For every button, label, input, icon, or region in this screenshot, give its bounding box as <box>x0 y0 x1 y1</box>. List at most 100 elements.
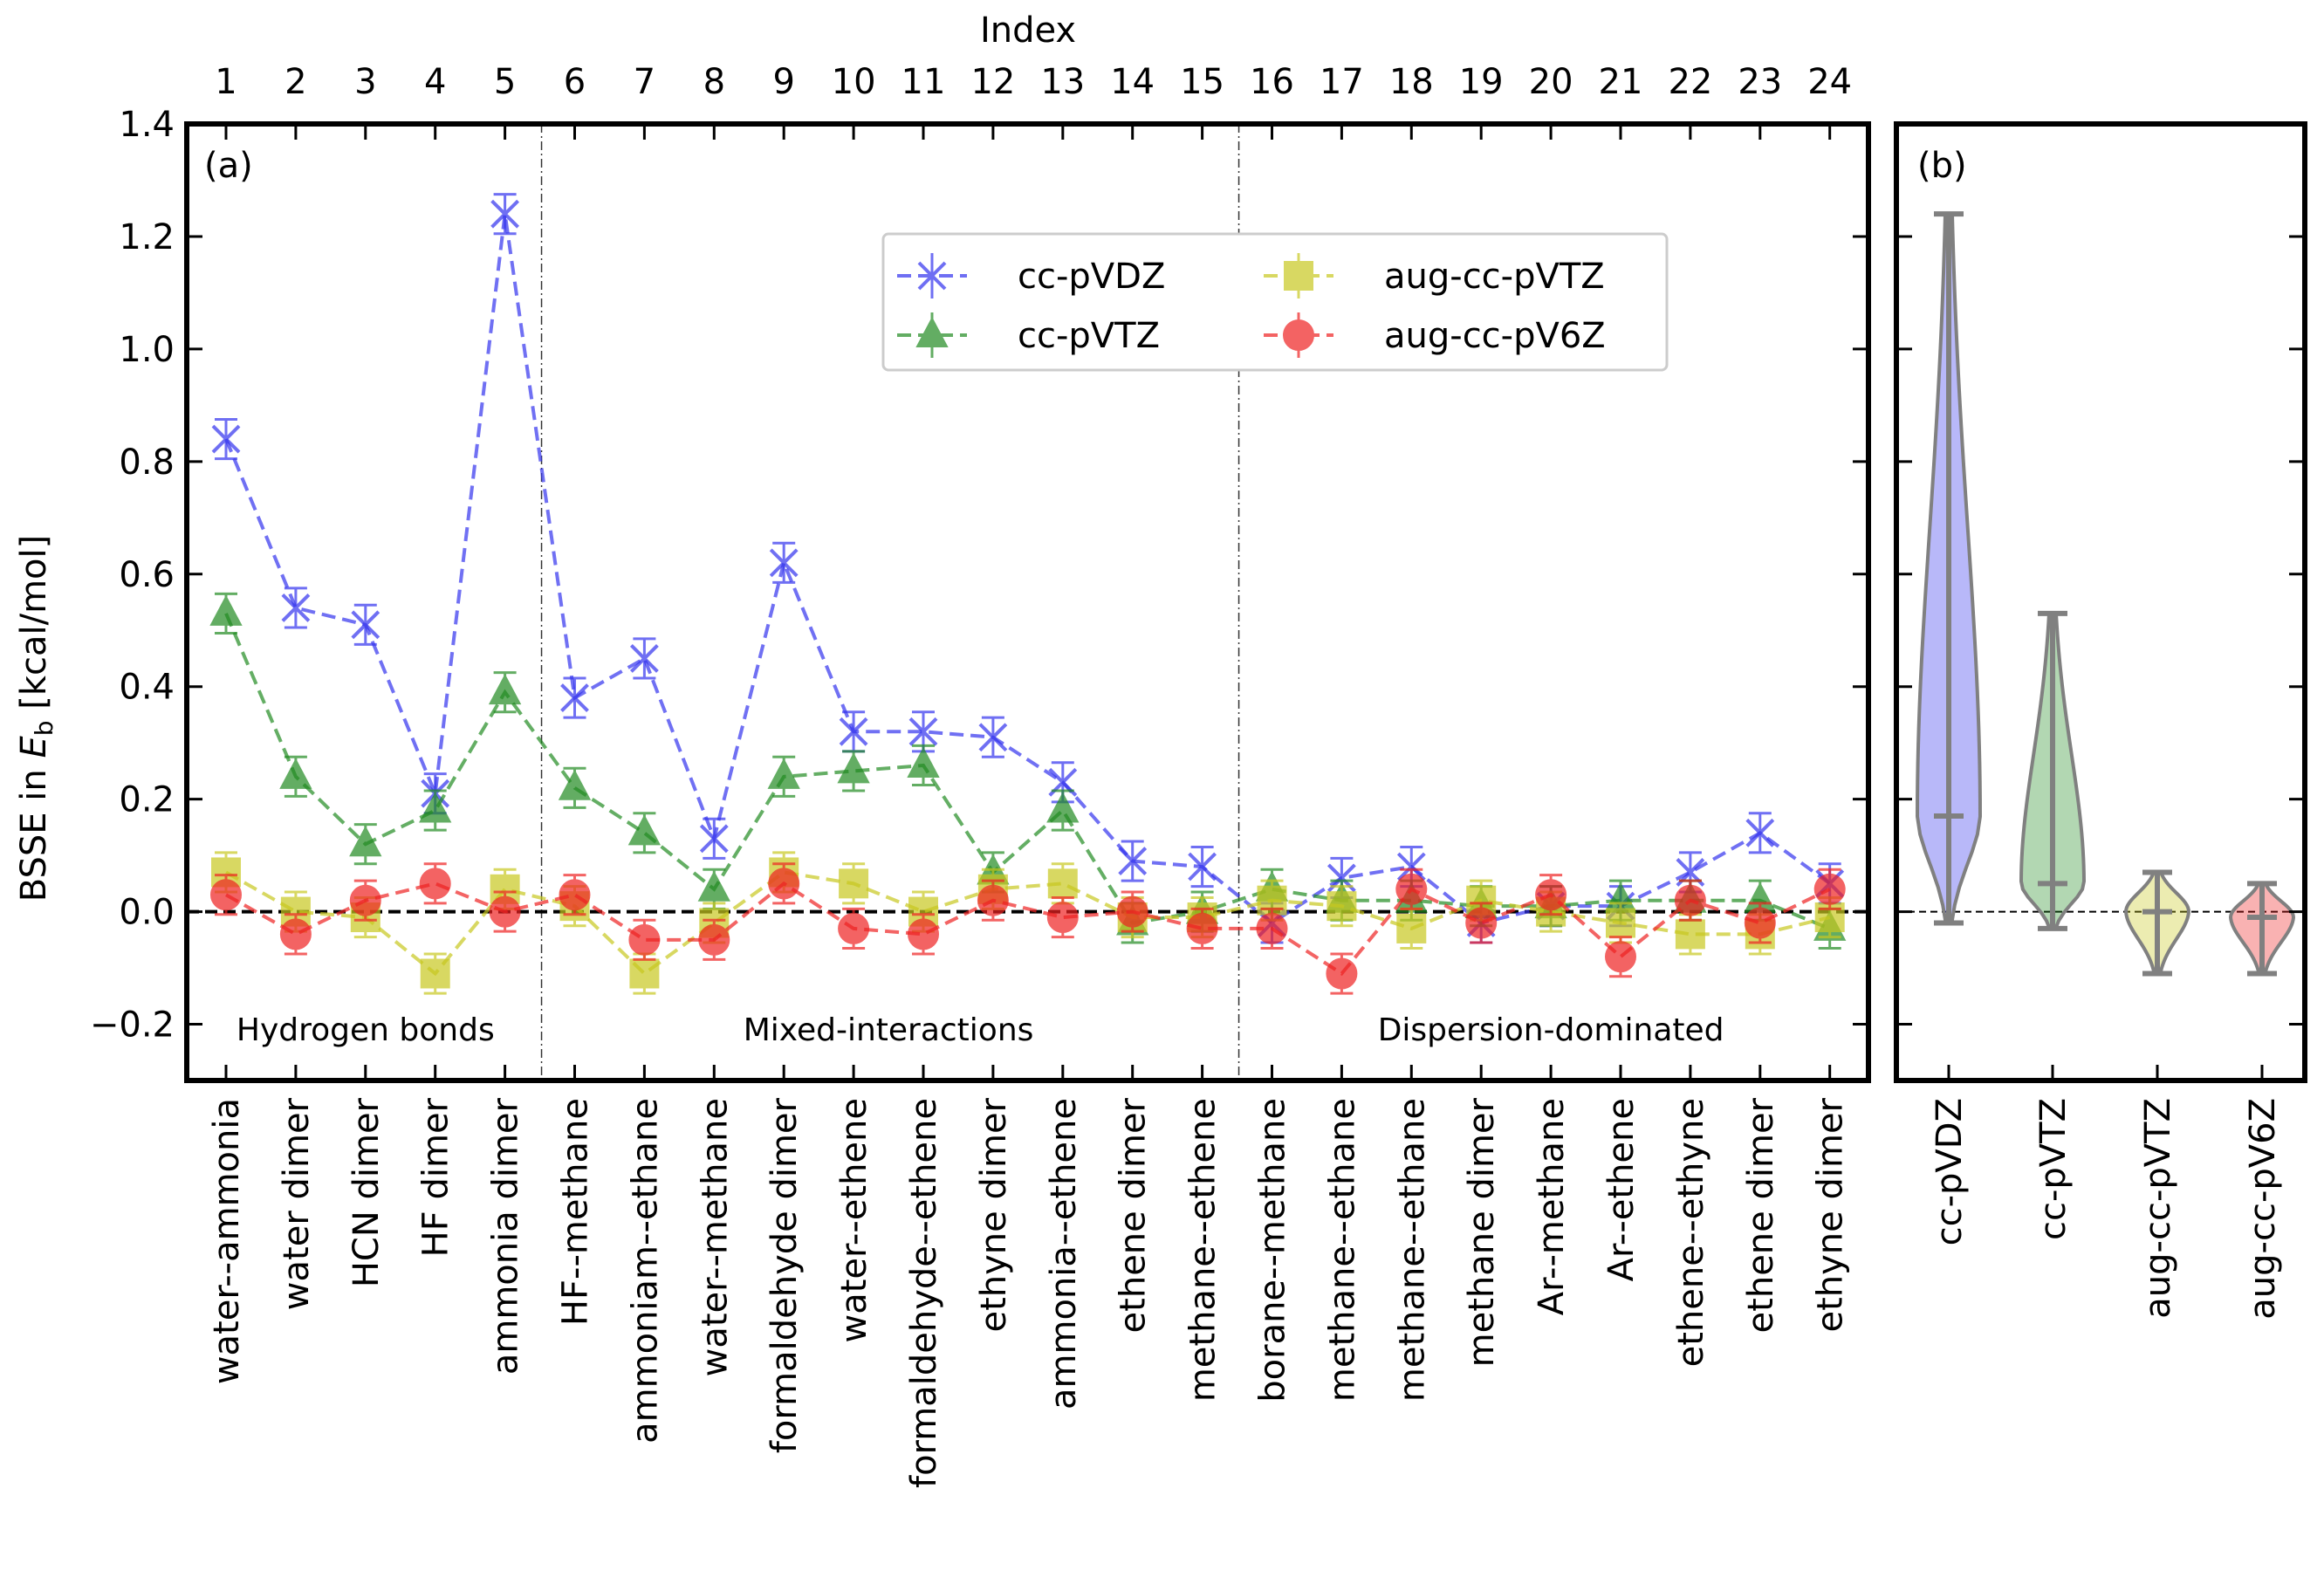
marker-circle <box>1326 957 1358 990</box>
legend-entry-aug-cc-pV6Z <box>1264 312 1333 358</box>
panel-b-plot-area: cc-pVDZ cc-pVTZ aug-cc-pVTZ aug-cc-pV6Z <box>1894 121 2307 1320</box>
violin-aug-cc-pV6Z <box>2228 881 2296 977</box>
index-label: 8 <box>703 62 725 102</box>
legend-label: aug-cc-pVTZ <box>1384 257 1605 297</box>
data-point <box>1396 907 1427 950</box>
data-point <box>1675 913 1705 956</box>
data-point <box>1606 902 1635 944</box>
data-point <box>349 823 382 866</box>
legend-label: cc-pVDZ <box>1018 257 1165 297</box>
marker-circle <box>768 868 800 900</box>
index-label: 22 <box>1668 62 1712 102</box>
category-label: ammoniam--ethane <box>625 1098 665 1444</box>
marker-x <box>1396 852 1426 882</box>
marker-circle <box>1186 912 1218 944</box>
data-point <box>977 879 1009 922</box>
index-label: 19 <box>1459 62 1504 102</box>
data-point <box>698 918 730 961</box>
data-point <box>558 766 592 809</box>
top-axis-title: Index <box>980 10 1076 51</box>
marker-x <box>1118 847 1148 875</box>
data-point <box>349 879 381 922</box>
data-point <box>419 789 452 832</box>
category-label: methane dimer <box>1462 1097 1502 1367</box>
y-tick-label: 0.4 <box>119 668 175 708</box>
y-tick-label: 0.8 <box>119 442 175 483</box>
index-label: 16 <box>1250 62 1294 102</box>
y-tick-label: 1.2 <box>119 217 175 257</box>
marker-circle <box>1535 879 1567 911</box>
data-point <box>559 874 591 916</box>
marker-circle <box>1674 884 1706 916</box>
category-label: HCN dimer <box>346 1097 387 1287</box>
y-tick-label: −0.2 <box>90 1005 175 1046</box>
marker-triangle <box>697 870 730 902</box>
data-point <box>560 676 589 719</box>
data-point <box>490 193 520 236</box>
y-axis-label-subscript: b <box>30 720 58 736</box>
data-point <box>838 907 870 950</box>
legend-label: aug-cc-pV6Z <box>1384 316 1606 356</box>
index-label: 1 <box>215 62 237 102</box>
violin-cc-pVDZ <box>1916 211 1982 926</box>
category-label: aug-cc-pVTZ <box>2138 1098 2178 1319</box>
category-label: HF dimer <box>416 1097 456 1257</box>
data-point <box>767 755 800 798</box>
index-label: 11 <box>901 62 946 102</box>
y-tick-label: 1.0 <box>119 330 175 370</box>
legend: cc-pVDZ cc-pVTZ aug-cc-pVTZ aug-cc-pV6Z <box>881 232 1669 372</box>
legend-marker-square <box>1284 261 1313 291</box>
data-point <box>1046 789 1080 832</box>
panel-b-frame <box>1894 121 2307 1083</box>
legend-frame <box>881 232 1669 372</box>
data-point <box>1118 840 1148 882</box>
region-label: Dispersion-dominated <box>1378 1012 1724 1048</box>
category-label: cc-pVTZ <box>2033 1098 2074 1240</box>
category-label: ethene--ethyne <box>1671 1098 1711 1367</box>
marker-x <box>769 548 799 578</box>
data-point <box>699 817 729 860</box>
marker-square <box>1606 908 1635 938</box>
y-tick-label: 0.2 <box>119 780 175 820</box>
data-point <box>419 862 451 905</box>
index-label: 23 <box>1738 62 1782 102</box>
marker-x <box>699 824 729 854</box>
marker-triangle <box>837 752 870 784</box>
series-cc-pVTZ <box>209 592 1847 950</box>
data-point <box>1116 890 1148 933</box>
legend-marker-triangle <box>915 316 949 347</box>
data-point <box>488 671 522 714</box>
index-label: 2 <box>285 62 306 102</box>
series-aug-cc-pVTZ <box>211 851 1845 995</box>
marker-circle <box>489 895 521 928</box>
data-point <box>1745 812 1775 854</box>
data-point <box>210 874 242 916</box>
marker-triangle <box>209 594 243 626</box>
category-label: ammonia dimer <box>486 1097 526 1375</box>
data-point <box>839 710 868 753</box>
marker-x <box>1188 852 1217 882</box>
category-label: water--ammonia <box>207 1098 247 1384</box>
index-label: 7 <box>634 62 655 102</box>
category-label: Ar--methane <box>1532 1098 1572 1315</box>
marker-circle <box>1605 941 1636 973</box>
category-label: water dimer <box>277 1097 317 1310</box>
marker-triangle <box>419 792 452 823</box>
category-label: borane--methane <box>1253 1098 1293 1403</box>
marker-x <box>281 593 311 622</box>
data-point <box>420 952 450 995</box>
marker-x <box>839 717 868 746</box>
data-point <box>627 812 662 854</box>
data-point <box>1605 936 1636 978</box>
category-label: Ar--ethene <box>1601 1098 1642 1281</box>
legend-entry-aug-cc-pVTZ <box>1264 253 1333 298</box>
data-point <box>1674 879 1706 922</box>
marker-circle <box>349 884 381 916</box>
index-label: 20 <box>1529 62 1573 102</box>
marker-circle <box>1813 873 1846 905</box>
legend-marker-x <box>917 261 947 291</box>
index-label: 15 <box>1180 62 1224 102</box>
marker-square <box>1675 919 1705 950</box>
category-label: methane--ethene <box>1183 1098 1224 1402</box>
y-axis-label: BSSE in Eb [kcal/mol] <box>14 535 58 902</box>
